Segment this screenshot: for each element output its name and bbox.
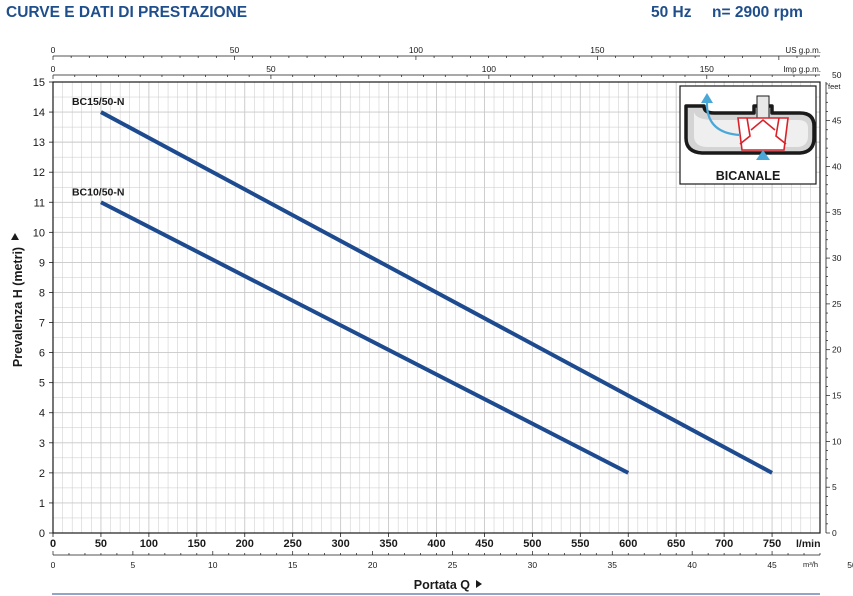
feet-tick-label: 5 [832, 482, 837, 492]
imp-gpm-tick-label: 150 [700, 64, 714, 74]
feet-tick-label: 35 [832, 207, 842, 217]
feet-tick-label: 25 [832, 299, 842, 309]
feet-tick-label: 45 [832, 116, 842, 126]
y-tick-label: 5 [39, 378, 45, 390]
imp-gpm-tick-label: 0 [51, 64, 56, 74]
feet-tick-label: 15 [832, 391, 842, 401]
y-tick-label: 9 [39, 257, 45, 269]
x-unit-label: l/min [796, 538, 821, 550]
m3h-tick-label: 0 [51, 560, 56, 570]
feet-tick-label: 10 [832, 436, 842, 446]
m3h-tick-label: 35 [608, 560, 618, 570]
series-layer: BC15/50-N BC10/50-N [72, 96, 774, 475]
series-line-2 [100, 200, 630, 475]
imp-gpm-tick-label: 50 [266, 64, 276, 74]
x-tick-label: 0 [50, 538, 56, 550]
x-tick-label: 100 [140, 538, 158, 550]
m3h-tick-label: 50 [847, 560, 853, 570]
x-tick-label: 300 [331, 538, 349, 550]
y-tick-label: 0 [39, 528, 45, 540]
x-tick-label: 350 [379, 538, 397, 550]
inset-label: BICANALE [716, 169, 781, 183]
y-tick-label: 7 [39, 318, 45, 330]
speed-label: n= 2900 rpm [712, 4, 803, 21]
y-tick-label: 3 [39, 438, 45, 450]
page-title: CURVE E DATI DI PRESTAZIONE [6, 4, 248, 21]
y-tick-label: 10 [33, 227, 45, 239]
x-axis-title: Portata Q [414, 578, 471, 592]
feet-tick-label: 30 [832, 253, 842, 263]
x-tick-label: 200 [236, 538, 254, 550]
x-tick-label: 450 [475, 538, 493, 550]
x-tick-label: 700 [715, 538, 733, 550]
x-tick-label: 600 [619, 538, 637, 550]
series-label-2: BC10/50-N [72, 186, 125, 198]
y-tick-label: 1 [39, 498, 45, 510]
x-axis-arrow-icon [476, 580, 482, 588]
m3h-tick-label: 45 [767, 560, 777, 570]
two-channel-impeller-icon [684, 93, 816, 160]
x-tick-label: 150 [188, 538, 206, 550]
y-tick-label: 13 [33, 137, 45, 149]
m3h-tick-label: 25 [448, 560, 458, 570]
series-line-1 [99, 110, 774, 475]
feet-unit-label: feet [828, 82, 841, 91]
y-tick-label: 2 [39, 468, 45, 480]
y-tick-label: 12 [33, 167, 45, 179]
y-tick-label: 4 [39, 408, 45, 420]
m3h-tick-label: 5 [131, 560, 136, 570]
m3h-tick-label: 15 [288, 560, 298, 570]
m3h-tick-label: 10 [208, 560, 218, 570]
y-tick-label: 15 [33, 77, 45, 89]
imp-gpm-unit-label: Imp g.p.m. [783, 65, 821, 74]
feet-tick-label: 0 [832, 528, 837, 538]
x-tick-label: 50 [95, 538, 107, 550]
frequency-label: 50 Hz [651, 4, 692, 21]
x-tick-label: 500 [523, 538, 541, 550]
y-axis-arrow-icon [11, 233, 19, 240]
m3h-tick-label: 40 [687, 560, 697, 570]
y-tick-label: 6 [39, 348, 45, 360]
feet-tick-label: 20 [832, 345, 842, 355]
m3h-tick-label: 30 [528, 560, 538, 570]
chart-grid [53, 82, 820, 533]
us-gpm-unit-label: US g.p.m. [785, 46, 821, 55]
series-label-1: BC15/50-N [72, 96, 125, 108]
y-axis-title: Prevalenza H (metri) [11, 247, 25, 367]
x-tick-label: 550 [571, 538, 589, 550]
y-tick-label: 14 [33, 107, 45, 119]
us-gpm-tick-label: 50 [230, 45, 240, 55]
imp-gpm-tick-label: 100 [482, 64, 496, 74]
feet-tick-label: 40 [832, 161, 842, 171]
x-tick-label: 400 [427, 538, 445, 550]
m3h-unit-label: m³/h [803, 560, 818, 569]
us-gpm-tick-label: 150 [590, 45, 604, 55]
us-gpm-tick-label: 0 [51, 45, 56, 55]
m3h-tick-label: 20 [368, 560, 378, 570]
y-tick-label: 8 [39, 287, 45, 299]
feet-tick-label: 50 [832, 70, 842, 80]
us-gpm-tick-label: 100 [409, 45, 423, 55]
axes-layer: 0 50 100 150 200 250 300 350 400 450 500 550 600 650 7… [33, 45, 853, 570]
x-tick-label: 650 [667, 538, 685, 550]
bicanale-inset: BICANALE [679, 85, 817, 185]
y-tick-label: 11 [34, 197, 45, 209]
x-tick-label: 250 [284, 538, 302, 550]
x-tick-label: 750 [763, 538, 781, 550]
